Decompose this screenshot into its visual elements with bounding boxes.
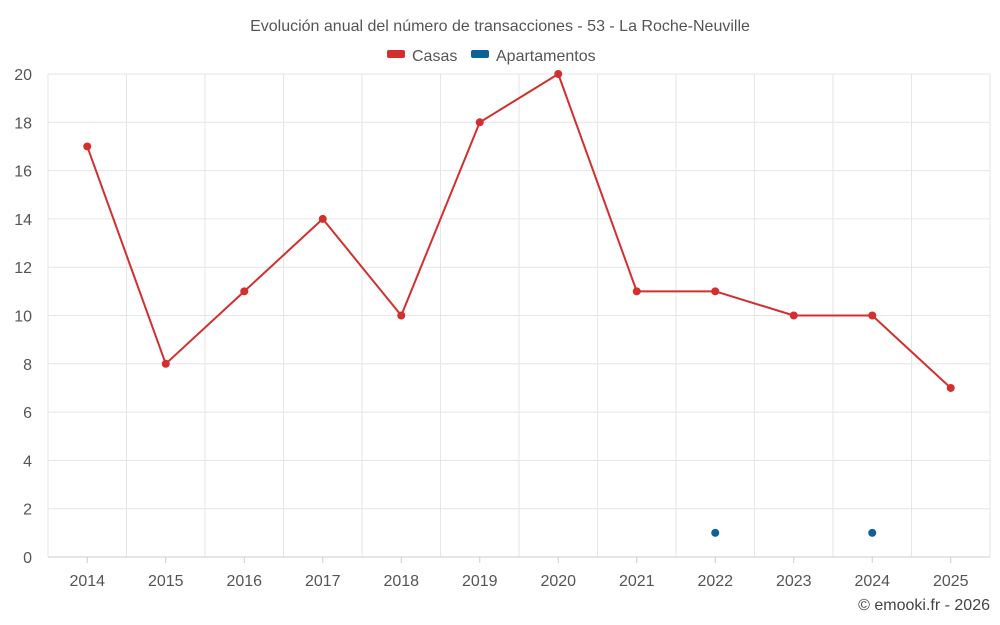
data-point-casas-2015[interactable] — [161, 359, 170, 368]
x-tick-label: 2021 — [619, 573, 655, 590]
x-tick-label: 2022 — [697, 573, 733, 590]
data-point-apartamentos-2022[interactable] — [711, 528, 720, 537]
data-point-casas-2020[interactable] — [554, 70, 563, 78]
data-point-casas-2019[interactable] — [475, 118, 484, 127]
legend-swatch-casas — [387, 50, 405, 58]
legend: Casas Apartamentos — [387, 48, 596, 65]
data-point-apartamentos-2024[interactable] — [868, 528, 877, 537]
legend-item-apartamentos[interactable]: Apartamentos — [471, 48, 596, 65]
data-point-casas-2018[interactable] — [397, 311, 406, 320]
x-tick-label: 2024 — [854, 573, 890, 590]
credit-text: © emooki.fr - 2026 — [858, 597, 990, 614]
data-point-casas-2016[interactable] — [240, 287, 249, 296]
y-tick-label: 12 — [14, 260, 32, 277]
series — [83, 70, 955, 537]
y-tick-label: 4 — [23, 453, 32, 470]
grid — [47, 73, 991, 557]
y-tick-label: 8 — [23, 357, 32, 374]
y-tick-label: 10 — [14, 309, 32, 326]
legend-label-apartamentos: Apartamentos — [496, 48, 596, 65]
y-tick-label: 18 — [14, 115, 32, 132]
series-line-casas — [86, 73, 952, 389]
x-tick-label: 2023 — [776, 573, 812, 590]
series-apartamentos — [711, 528, 877, 537]
x-tick-label: 2019 — [462, 573, 498, 590]
x-tick-label: 2016 — [226, 573, 262, 590]
y-tick-label: 20 — [14, 67, 32, 84]
x-tick-label: 2025 — [933, 573, 969, 590]
legend-label-casas: Casas — [412, 48, 457, 65]
y-tick-label: 2 — [23, 502, 32, 519]
y-tick-label: 14 — [14, 212, 32, 229]
y-tick-label: 6 — [23, 405, 32, 422]
data-point-casas-2023[interactable] — [789, 311, 798, 320]
legend-item-casas[interactable]: Casas — [387, 48, 457, 65]
data-point-casas-2021[interactable] — [632, 287, 641, 296]
axes: 0 2 4 6 8 10 12 14 16 18 20 2014 2015 2016 2017 2018 201… — [14, 67, 990, 590]
data-point-casas-2025[interactable] — [946, 383, 955, 392]
x-tick-label: 2017 — [305, 573, 341, 590]
y-tick-label: 0 — [23, 550, 32, 567]
x-tick-label: 2014 — [69, 573, 105, 590]
data-point-casas-2022[interactable] — [711, 287, 720, 296]
series-casas — [83, 70, 955, 392]
x-tick-label: 2015 — [148, 573, 184, 590]
chart-title: Evolución anual del número de transaccio… — [250, 18, 750, 35]
legend-swatch-apartamentos — [471, 50, 489, 58]
data-point-casas-2024[interactable] — [868, 311, 877, 320]
x-tick-label: 2018 — [383, 573, 419, 590]
data-point-casas-2014[interactable] — [83, 142, 92, 151]
x-tick-label: 2020 — [540, 573, 576, 590]
data-point-casas-2017[interactable] — [318, 214, 327, 223]
y-tick-label: 16 — [14, 164, 32, 181]
